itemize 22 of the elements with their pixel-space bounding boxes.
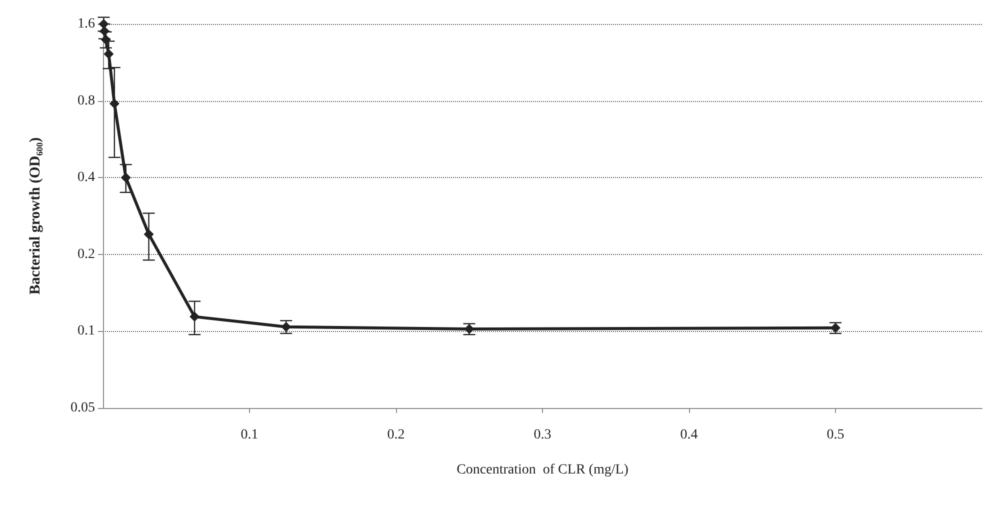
point (281, 322, 292, 332)
y-tick-label: 0.4 (78, 170, 95, 186)
y-tick-label: 0.2 (78, 246, 95, 262)
x-tick-label: 0.3 (534, 428, 552, 442)
x-tick-label: 0.2 (387, 428, 405, 442)
point (104, 49, 114, 60)
y-tick-label: 0.8 (78, 93, 95, 108)
x-axis-title: Concentration of CLR (mg/L) (456, 462, 629, 478)
x-tick-label: 0.4 (680, 428, 698, 442)
x-tick-label: 0.5 (826, 428, 844, 442)
y-tick-label: 0.1 (78, 324, 95, 339)
point (99, 26, 110, 36)
point (98, 19, 109, 29)
point (120, 172, 131, 183)
y-tick-label: 1.6 (78, 16, 95, 32)
y-tick-label: 0.05 (70, 400, 95, 416)
point (144, 229, 154, 240)
point (109, 98, 120, 109)
point (100, 34, 111, 45)
point (190, 312, 200, 322)
x-tick-label: 0.1 (240, 428, 258, 442)
y-axis-title: Bacterial growth (OD₆₀₀) (28, 137, 44, 295)
